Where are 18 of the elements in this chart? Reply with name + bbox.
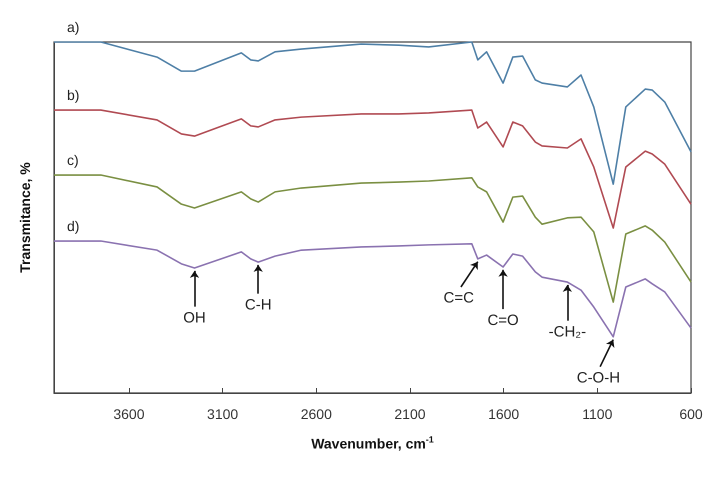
annotation: C-H — [244, 296, 272, 314]
x-tick-label: 2600 — [300, 406, 332, 422]
annotation: OH — [183, 310, 206, 327]
series-label: a) — [67, 19, 80, 35]
annotation: C=C — [443, 289, 474, 306]
x-tick-label: 3600 — [113, 406, 145, 422]
series-label: c) — [67, 152, 79, 168]
annotation: C-O-H — [576, 369, 620, 386]
series-label: d) — [67, 218, 80, 234]
x-tick-label: 1600 — [488, 406, 520, 422]
y-axis-title: Transmitance, % — [17, 162, 33, 273]
x-tick-label: 600 — [679, 406, 703, 422]
x-tick-label: 3100 — [207, 406, 238, 422]
series-label: b) — [67, 87, 80, 104]
x-tick-label: 1100 — [582, 406, 613, 422]
x-tick-label: 2100 — [394, 406, 426, 422]
annotation: C=O — [487, 312, 519, 330]
annotation: -CH₂- — [548, 324, 586, 341]
